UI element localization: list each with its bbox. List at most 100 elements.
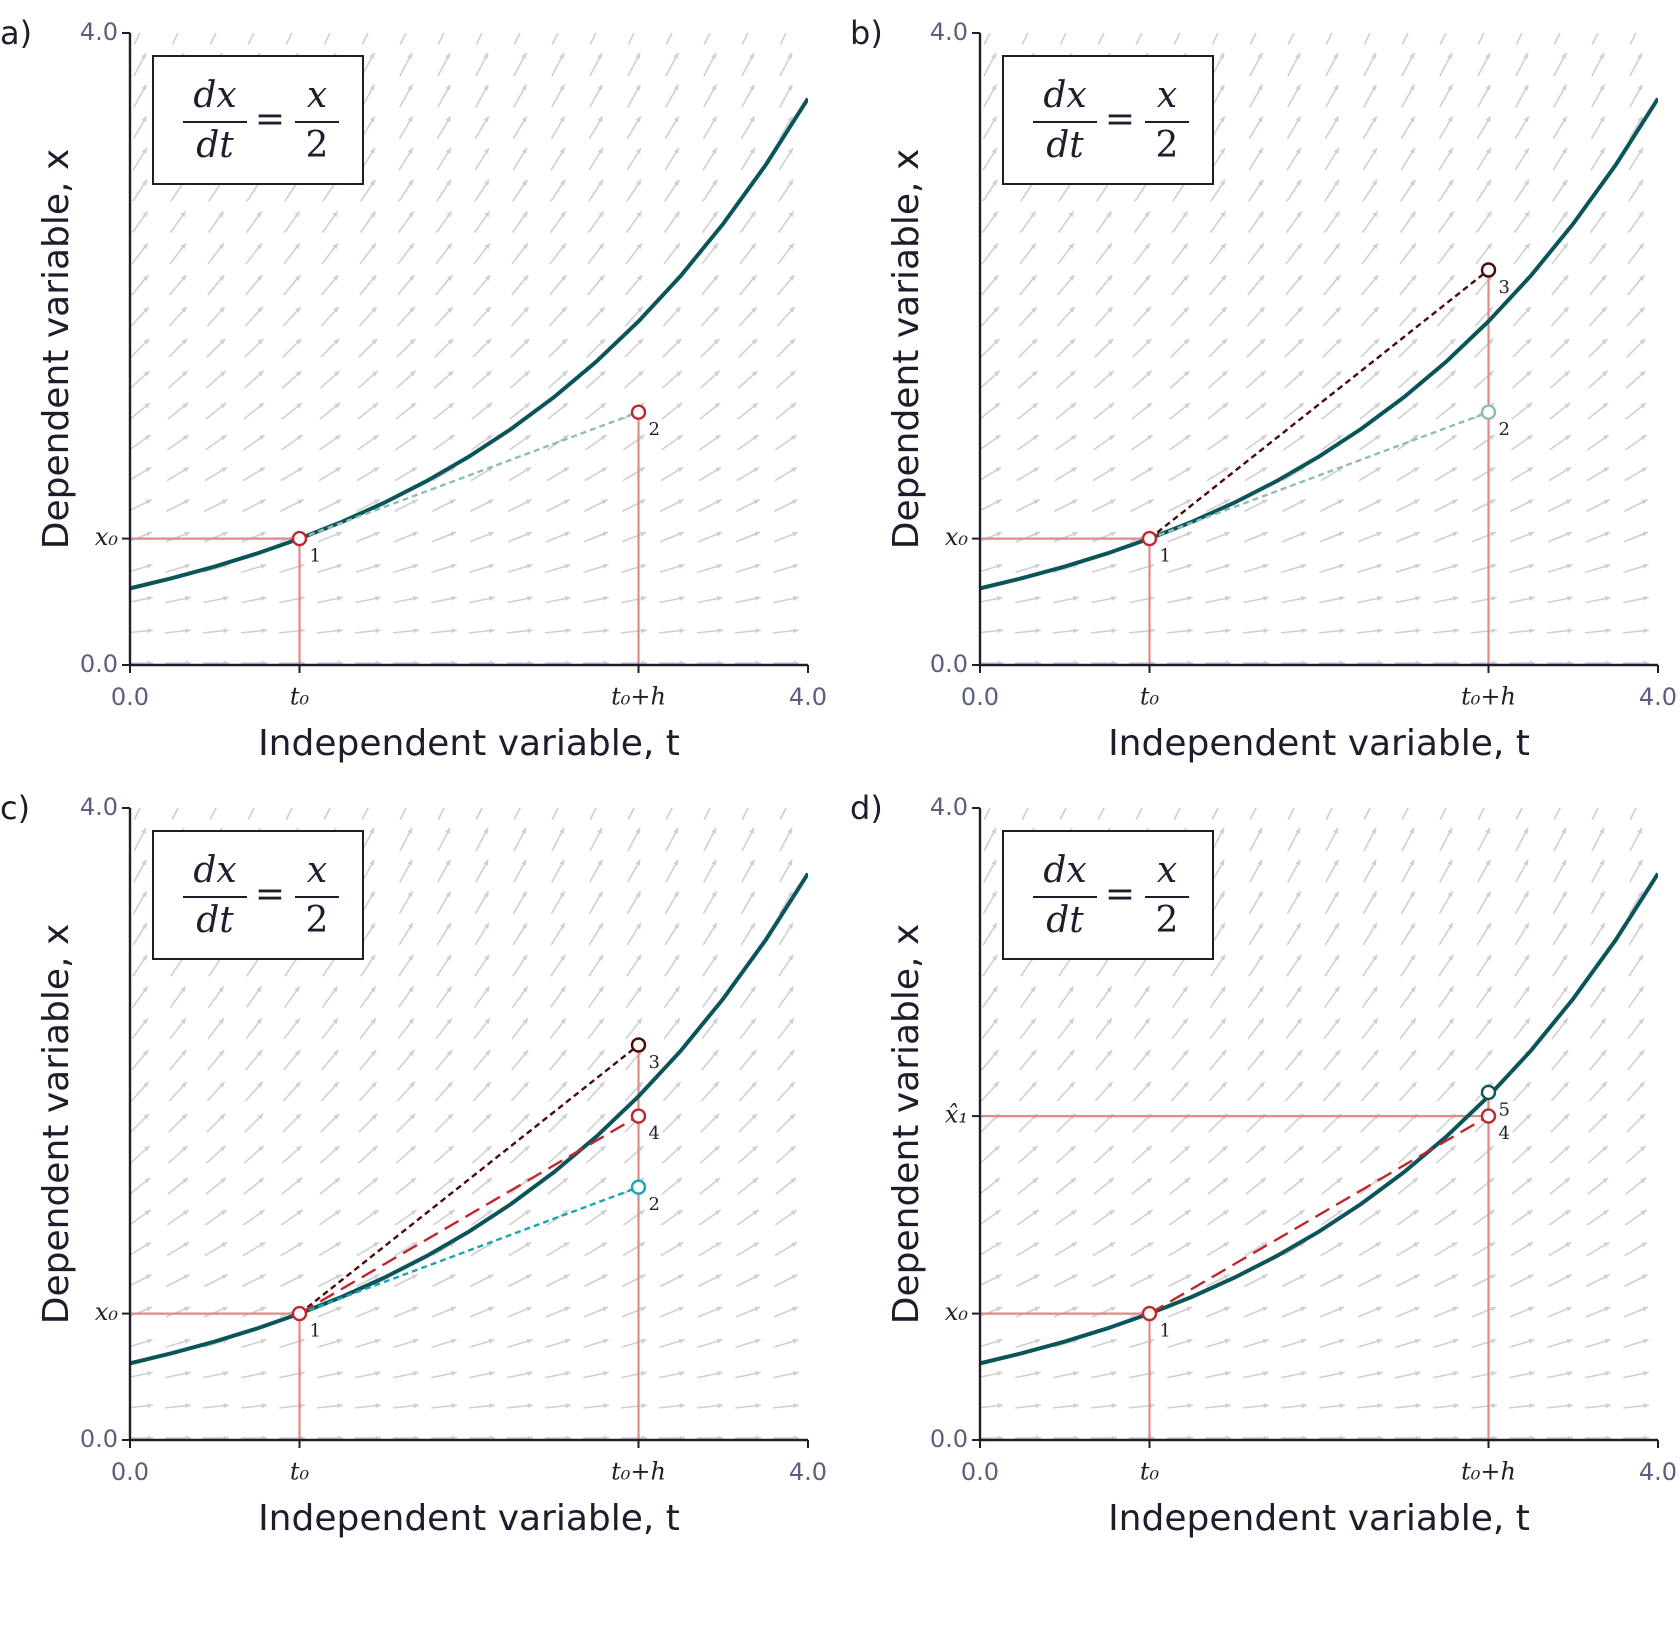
field-arrow-head (1375, 467, 1382, 473)
field-arrow-head (369, 922, 375, 929)
field-arrow-head (331, 21, 336, 27)
field-arrow-head (369, 859, 375, 866)
field-arrow-head (1639, 370, 1646, 377)
field-arrow-head (295, 1081, 301, 1088)
field-arrow (209, 33, 217, 45)
field-arrow-head (374, 1338, 381, 1344)
field-arrow-head (223, 628, 229, 634)
field-arrow-head (1070, 435, 1077, 441)
field-arrow-head (598, 986, 604, 993)
field-arrow-head (1603, 499, 1610, 505)
field-arrow-head (991, 84, 997, 91)
field-arrow (816, 243, 832, 264)
field-arrow-head (1333, 21, 1338, 27)
field-arrow-head (336, 1306, 343, 1312)
field-arrow-head (521, 116, 527, 123)
field-arrow-head (751, 1145, 758, 1152)
series-group (130, 872, 808, 1366)
field-arrow-head (1641, 499, 1648, 505)
field-arrow-head (1336, 435, 1343, 441)
field-arrow-head (559, 859, 565, 866)
field-arrow (1401, 808, 1409, 820)
field-arrow-head (1527, 1242, 1534, 1248)
field-arrow-head (1337, 1274, 1344, 1280)
field-arrow-head (142, 211, 148, 218)
field-arrow-head (522, 275, 529, 281)
field-arrow-head (1485, 796, 1490, 802)
field-arrow-head (635, 891, 641, 898)
field-arrow-head (1676, 148, 1680, 154)
field-arrow-head (1029, 21, 1034, 27)
field-arrow-head (1335, 338, 1342, 345)
field-arrow-head (1566, 1370, 1573, 1377)
field-arrow (513, 33, 521, 45)
field-arrow-head (753, 467, 760, 473)
field-arrow-head (1562, 179, 1568, 186)
field-arrow-head (1295, 84, 1301, 91)
field-arrow-head (184, 1370, 191, 1377)
field-arrow-head (1638, 275, 1645, 281)
equation-text: dt (196, 900, 234, 941)
field-arrow-head (712, 1018, 718, 1025)
field-arrow-head (674, 954, 680, 961)
field-arrow-head (1565, 499, 1572, 505)
field-arrow-head (1338, 1370, 1345, 1377)
field-arrow-head (1296, 211, 1302, 218)
field-arrow-head (830, 500, 836, 505)
direction-field (980, 21, 1680, 665)
field-arrow (813, 1242, 835, 1255)
field-arrow-head (447, 1145, 454, 1152)
field-arrow-head (147, 1403, 153, 1409)
field-arrow-head (1604, 563, 1611, 569)
field-arrow-head (1109, 1274, 1116, 1280)
field-arrow (323, 33, 331, 45)
field-arrow-head (369, 891, 375, 898)
field-arrow-head (1144, 243, 1150, 250)
field-arrow-head (825, 860, 830, 866)
field-arrow-head (448, 1210, 455, 1216)
field-arrow-head (294, 211, 300, 218)
field-arrow-head (184, 1338, 191, 1344)
field-arrow-head (525, 1274, 532, 1280)
field-arrow-head (408, 243, 414, 250)
field-arrow-head (1107, 1145, 1114, 1152)
field-arrow-head (1371, 21, 1376, 27)
field-arrow (361, 33, 369, 45)
field-arrow-head (1334, 986, 1340, 993)
field-arrow-head (716, 1370, 723, 1377)
field-arrow-head (1107, 306, 1113, 313)
field-arrow-head (635, 922, 641, 929)
field-arrow-head (640, 1338, 647, 1344)
x-tick-label: t₀+h (611, 683, 666, 711)
field-arrow-head (1224, 1338, 1231, 1344)
field-arrow-head (1525, 1113, 1532, 1120)
field-arrow (812, 1340, 837, 1348)
field-arrow (171, 33, 179, 45)
field-arrow (1668, 21, 1680, 44)
field-arrow-head (1295, 796, 1300, 802)
field-arrow (1325, 808, 1333, 820)
field-arrow-head (635, 21, 640, 27)
field-arrow-head (1603, 1242, 1610, 1248)
field-arrow-head (993, 1081, 999, 1088)
field-arrow-head (1034, 1338, 1041, 1344)
field-arrow (1665, 1114, 1680, 1132)
field-arrow-head (1071, 499, 1078, 505)
field-arrow-head (1564, 402, 1571, 409)
equation-text: x (307, 850, 327, 891)
field-arrow (818, 85, 831, 108)
field-arrow-head (146, 563, 153, 569)
field-arrow-head (994, 1177, 1001, 1184)
field-arrow-head (370, 986, 376, 993)
field-arrow (1666, 986, 1680, 1007)
field-arrow-head (447, 370, 454, 377)
field-arrow-head (1262, 563, 1269, 569)
field-arrow-head (1263, 1403, 1269, 1409)
field-arrow-head (1186, 563, 1193, 569)
field-arrow-head (1258, 275, 1265, 281)
field-arrow-head (256, 243, 262, 250)
field-arrow-head (1526, 435, 1533, 441)
field-arrow-head (1034, 563, 1041, 569)
field-arrow-head (1068, 986, 1074, 993)
field-arrow-head (1106, 1050, 1113, 1056)
